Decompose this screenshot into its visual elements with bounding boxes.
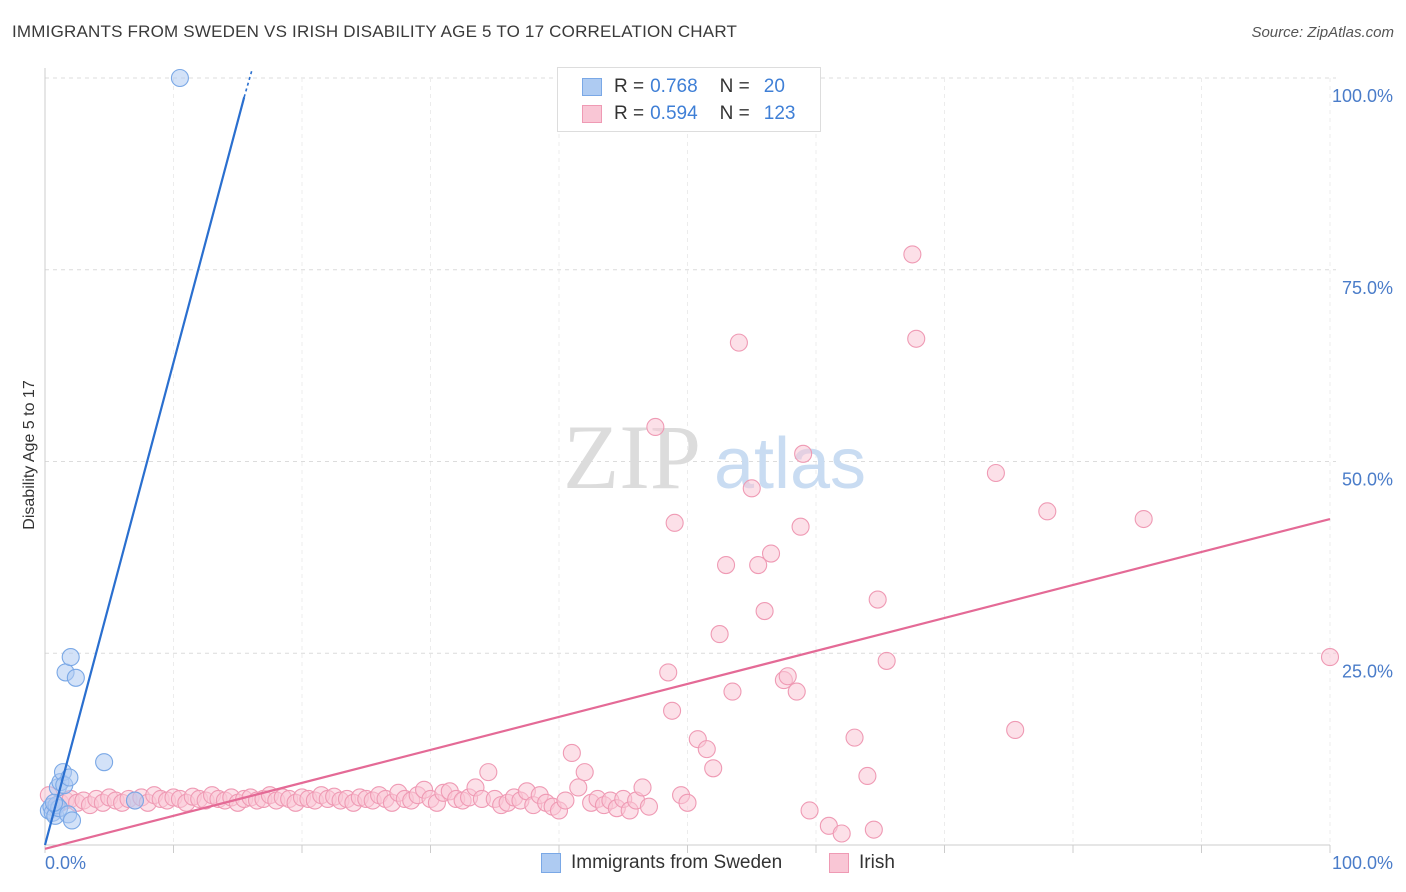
- x-tick-label: 0.0%: [45, 853, 86, 873]
- data-point: [646, 417, 665, 437]
- legend-swatch-sweden: [582, 78, 602, 96]
- data-point: [868, 590, 887, 609]
- data-point: [562, 743, 581, 763]
- watermark-zip: ZIP: [563, 406, 701, 508]
- legend-row-irish: R = 0.594 N = 123: [582, 101, 795, 127]
- y-tick-label: 50.0%: [1342, 470, 1393, 490]
- data-point: [832, 824, 851, 843]
- legend-swatch-irish: [582, 105, 602, 123]
- trend-line: [44, 517, 1331, 850]
- watermark-atlas: atlas: [714, 424, 866, 504]
- data-point: [659, 663, 678, 682]
- data-point: [723, 682, 742, 701]
- bottom-legend-swatch-irish: [829, 853, 849, 873]
- data-point: [1038, 502, 1057, 521]
- y-tick-label: 75.0%: [1342, 278, 1393, 298]
- data-point: [794, 444, 813, 463]
- data-point: [569, 778, 588, 797]
- data-point: [633, 778, 652, 797]
- correlation-legend: R = 0.768 N = 20 R = 0.594 N = 123: [557, 67, 821, 132]
- data-point: [697, 740, 716, 759]
- gridlines: [45, 77, 1336, 845]
- data-point: [742, 479, 761, 498]
- tick-labels: 100.0% 75.0% 50.0% 25.0% 0.0% 100.0%: [45, 86, 1393, 873]
- data-point: [864, 820, 883, 839]
- y-axis-label: Disability Age 5 to 17: [21, 380, 38, 530]
- data-point: [639, 797, 659, 816]
- y-tick-label: 25.0%: [1342, 661, 1393, 681]
- data-point: [1320, 648, 1340, 667]
- data-point: [479, 763, 498, 782]
- legend-r-value: 0.594: [650, 103, 698, 124]
- bottom-legend-swatch-sweden: [541, 853, 561, 873]
- trend-line-extension: [243, 70, 253, 98]
- data-point: [170, 68, 189, 88]
- watermark: ZIP atlas: [563, 406, 866, 508]
- legend-r-value: 0.768: [650, 76, 698, 97]
- data-point: [729, 333, 748, 352]
- bottom-legend-sweden: Immigrants from Sweden: [541, 852, 782, 874]
- data-point: [1006, 720, 1025, 740]
- legend-row-sweden: R = 0.768 N = 20: [582, 74, 785, 100]
- data-point: [62, 811, 82, 830]
- data-point: [787, 682, 806, 701]
- trend-lines: [43, 70, 1331, 850]
- data-point: [907, 329, 926, 348]
- y-tick-label: 100.0%: [1332, 86, 1393, 106]
- data-point: [678, 793, 697, 812]
- chart-source: Source: ZipAtlas.com: [1251, 24, 1394, 41]
- data-point: [663, 701, 682, 720]
- sweden-points: [39, 68, 189, 830]
- data-point: [575, 763, 594, 782]
- data-point: [61, 648, 80, 667]
- data-point: [556, 791, 575, 810]
- bottom-legend-label-irish: Irish: [859, 852, 895, 873]
- data-point: [665, 513, 684, 532]
- irish-points: [39, 245, 1340, 843]
- data-point: [845, 728, 864, 747]
- data-point: [791, 517, 810, 536]
- data-point: [749, 555, 768, 575]
- data-point: [755, 602, 774, 621]
- legend-r-label: R =: [614, 76, 645, 97]
- axes: [44, 68, 1331, 853]
- data-point: [877, 651, 896, 670]
- bottom-legend-irish: Irish: [829, 852, 895, 874]
- data-point: [986, 463, 1005, 483]
- legend-n-value: 20: [763, 76, 785, 97]
- x-tick-label: 100.0%: [1332, 853, 1393, 873]
- data-point: [903, 245, 922, 264]
- trend-line: [43, 96, 246, 846]
- legend-n-label: N =: [719, 103, 750, 124]
- data-point: [858, 766, 877, 786]
- data-point: [66, 668, 85, 687]
- data-point: [800, 801, 819, 820]
- legend-r-label: R =: [614, 103, 645, 124]
- legend-n-label: N =: [719, 76, 750, 97]
- bottom-legend-label-sweden: Immigrants from Sweden: [571, 852, 783, 873]
- chart-title: IMMIGRANTS FROM SWEDEN VS IRISH DISABILI…: [12, 22, 738, 41]
- data-point: [778, 667, 797, 686]
- legend-n-value: 123: [763, 103, 796, 124]
- data-point: [95, 753, 114, 772]
- data-point: [125, 791, 144, 810]
- data-point: [1134, 509, 1153, 529]
- data-point: [704, 759, 723, 778]
- data-point: [716, 555, 736, 575]
- data-point: [710, 625, 729, 644]
- data-point: [761, 544, 781, 563]
